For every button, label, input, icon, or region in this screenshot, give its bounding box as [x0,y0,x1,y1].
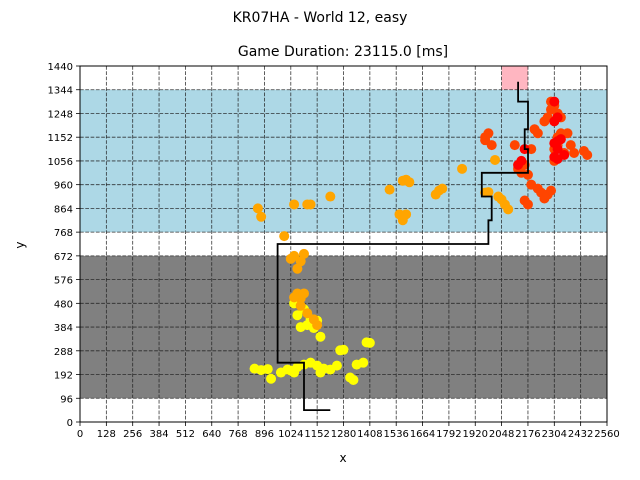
x-tick-label: 1664 [410,429,435,440]
y-tick-label: 288 [54,347,73,358]
data-point [331,360,342,371]
x-tick-label: 2048 [489,429,514,440]
y-tick-label: 864 [54,204,73,215]
y-tick-label: 96 [60,394,73,405]
x-tick-label: 2304 [542,429,567,440]
data-point [302,308,313,319]
y-tick-label: 1344 [48,86,73,97]
x-tick-label: 1920 [463,429,488,440]
data-point [546,104,557,115]
x-tick-label: 896 [255,429,274,440]
data-point [457,163,468,174]
x-tick-label: 0 [77,429,83,440]
data-point [503,204,514,215]
data-point [348,374,359,385]
chart-title: Game Duration: 23115.0 [ms] [238,44,448,60]
y-tick-label: 768 [54,228,73,239]
data-point [292,310,303,321]
y-tick-label: 1056 [48,157,73,168]
x-tick-label: 1536 [383,429,408,440]
data-point [312,320,323,331]
data-point [555,134,566,145]
data-point [364,337,375,348]
data-point [582,150,593,160]
x-tick-label: 2432 [568,429,593,440]
data-point [546,185,557,196]
data-point [565,140,576,151]
x-tick-label: 1152 [304,429,329,440]
y-tick-label: 1152 [48,133,73,144]
data-point [549,116,560,127]
x-tick-label: 1280 [331,429,356,440]
data-point [549,96,560,107]
data-point [529,124,540,135]
data-point [252,203,263,214]
x-tick-label: 384 [150,429,169,440]
data-point [404,177,415,188]
x-tick-label: 512 [176,429,195,440]
data-point [522,199,533,210]
y-tick-label: 960 [54,181,73,192]
y-axis: 0 96 192 288 384 480 576 672 768 864 960 1056 1152 12… [48,62,80,429]
data-point [509,140,520,151]
data-point [397,215,408,226]
data-point [289,199,300,210]
data-point [358,357,369,368]
data-point [305,199,316,210]
data-point [486,140,497,151]
x-tick-label: 128 [97,429,116,440]
x-tick-label: 2560 [594,429,619,440]
y-tick-label: 672 [54,252,73,263]
trajectory-line [276,81,529,411]
x-axis: 0 128 256 384 512 640 768 896 1024 1152 1280 1408 15… [77,422,620,440]
data-point [562,128,573,139]
data-point [279,231,290,242]
x-tick-label: 256 [123,429,142,440]
x-tick-label: 2176 [515,429,540,440]
data-point [289,292,300,303]
data-point [437,183,448,194]
y-axis-label: y [13,241,27,248]
data-point [569,148,580,159]
data-point [285,253,296,264]
y-tick-label: 384 [54,323,73,334]
y-tick-label: 1248 [48,109,73,120]
plot-area [79,65,608,423]
data-point [315,331,326,342]
y-tick-label: 192 [54,371,73,382]
data-point [490,154,501,165]
x-tick-label: 1024 [278,429,303,440]
data-point [338,344,349,355]
data-point [384,184,395,195]
y-tick-label: 0 [67,418,73,429]
data-point [256,211,267,222]
data-point [552,144,563,155]
region-2 [501,66,528,90]
data-point [298,248,309,259]
x-tick-label: 1408 [357,429,382,440]
data-point [266,373,277,384]
y-tick-label: 1440 [48,62,73,73]
data-point [262,364,273,375]
figure-suptitle: KR07HA - World 12, easy [233,10,408,26]
x-tick-label: 1792 [436,429,461,440]
x-axis-label: x [339,451,346,465]
data-point [516,155,527,166]
y-tick-label: 576 [54,276,73,287]
x-tick-label: 768 [229,429,248,440]
y-tick-label: 480 [54,299,73,310]
x-tick-label: 640 [202,429,221,440]
data-point [483,187,494,198]
data-point [559,150,570,160]
data-point [295,300,306,311]
data-point [298,288,309,299]
data-point [325,191,336,202]
